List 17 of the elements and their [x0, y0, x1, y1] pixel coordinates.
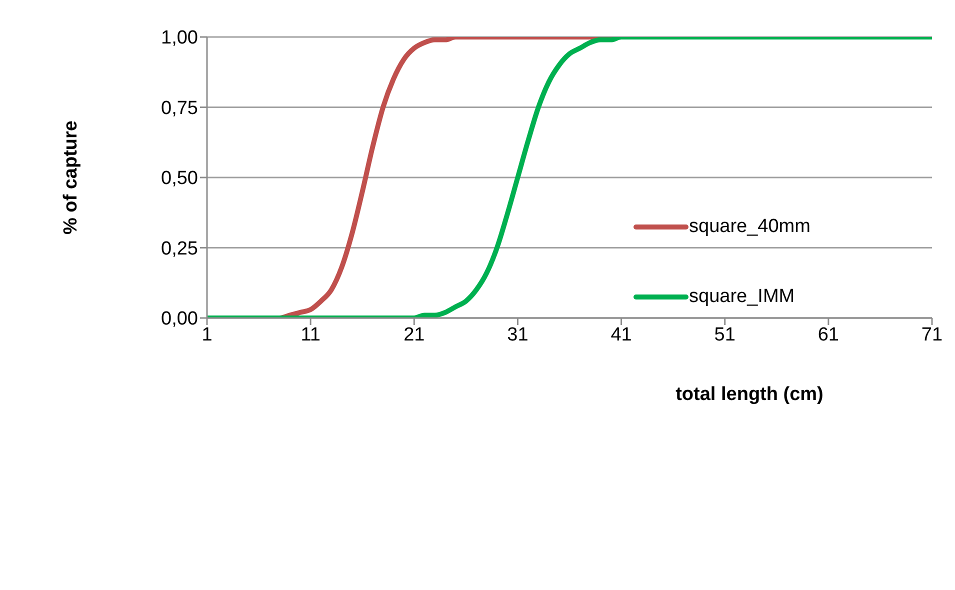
x-tick-label: 11 — [300, 324, 320, 346]
y-tick-label: 1,00 — [161, 28, 198, 49]
x-tick-label: 41 — [610, 324, 632, 346]
y-axis-title: % of capture — [60, 120, 82, 235]
y-tick-label: 0,00 — [161, 308, 198, 330]
x-tick-label: 61 — [818, 324, 839, 346]
y-tick-label: 0,25 — [161, 238, 198, 260]
x-axis-title: total length (cm) — [676, 384, 824, 405]
y-tick-label: 0,50 — [161, 168, 198, 190]
x-tick-label: 51 — [714, 324, 736, 346]
x-tick-label: 71 — [921, 324, 943, 346]
legend-label: square_40mm — [689, 216, 810, 238]
legend-label: square_IMM — [689, 286, 795, 308]
x-tick-label: 31 — [507, 324, 528, 346]
y-tick-label: 0,75 — [161, 98, 198, 119]
x-tick-label: 21 — [404, 324, 425, 346]
x-tick-label: 1 — [202, 324, 212, 346]
